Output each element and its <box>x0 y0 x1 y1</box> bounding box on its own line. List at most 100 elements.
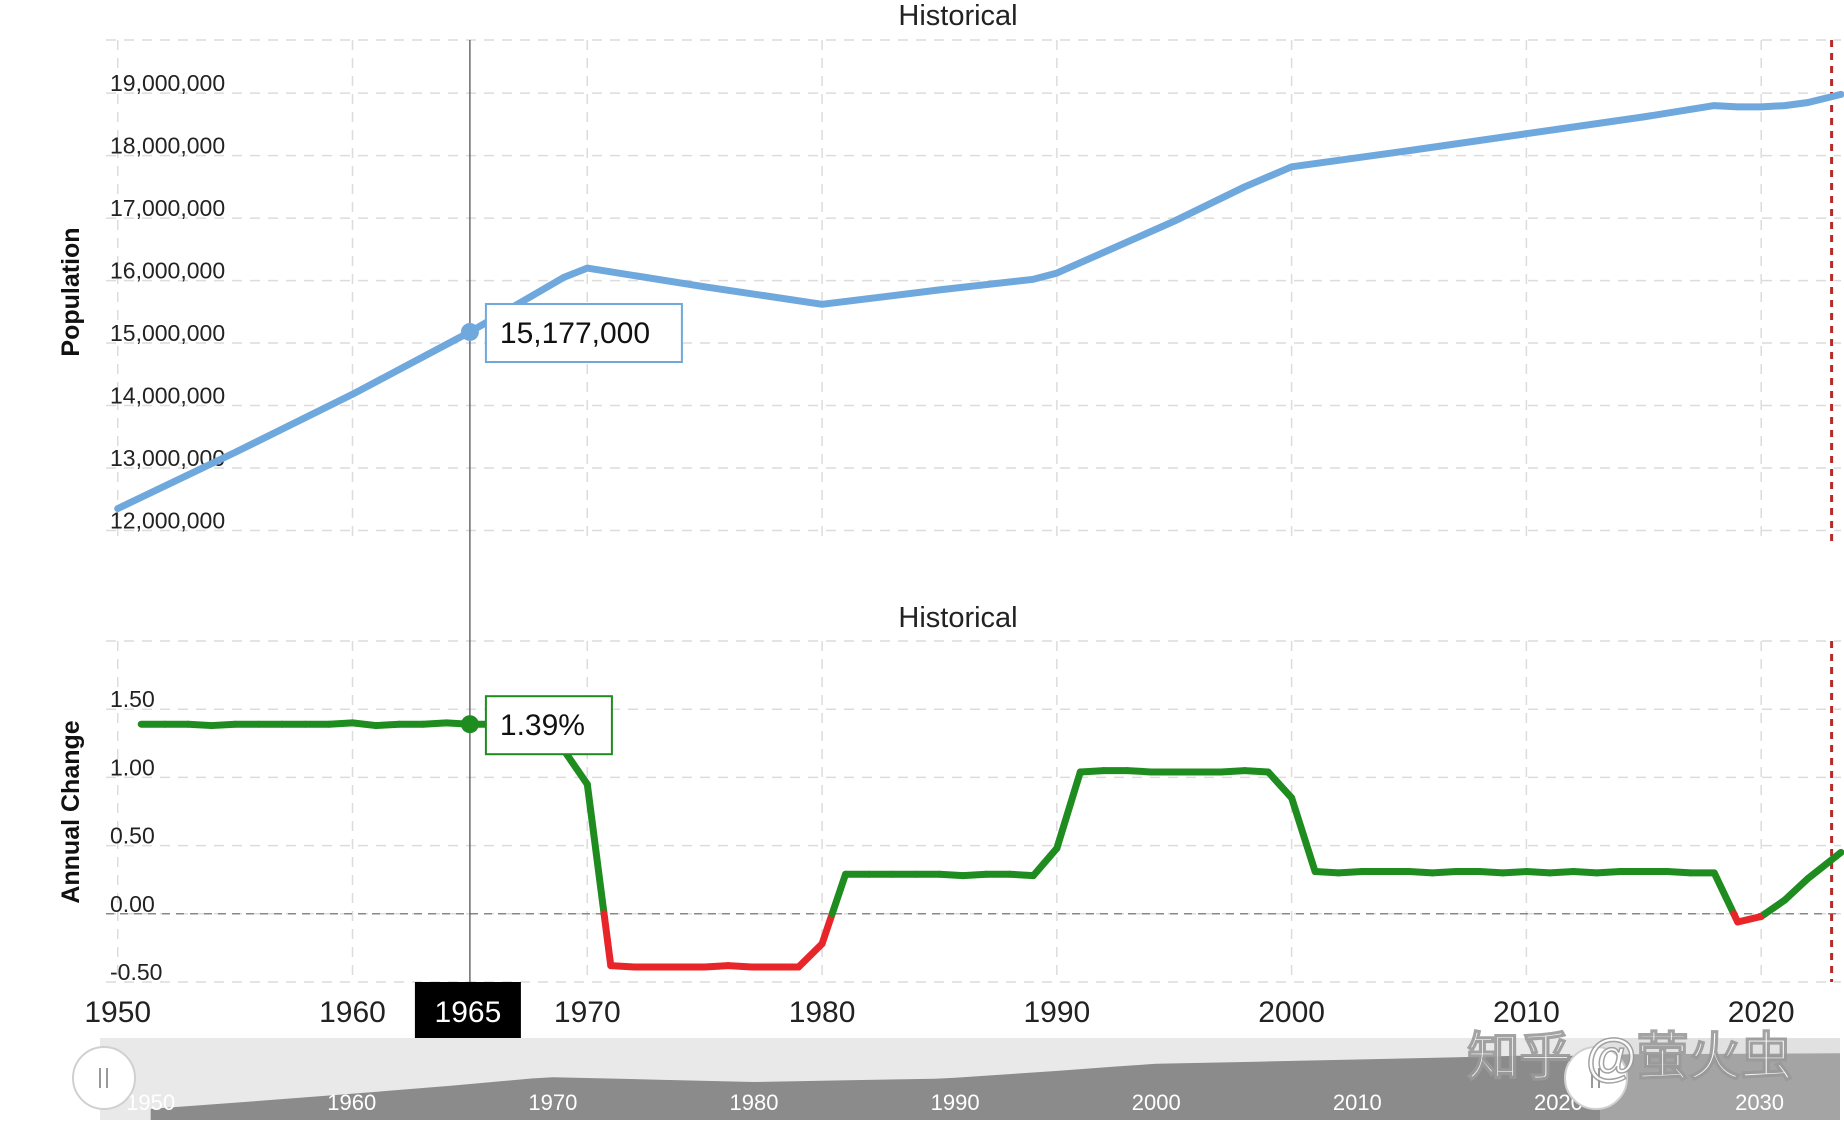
navigator-series-area <box>150 1053 1841 1120</box>
annual-change-y-axis-label: Annual Change <box>57 720 85 903</box>
navigator-tick-label: 1960 <box>327 1090 376 1115</box>
population-data-point <box>821 303 823 305</box>
population-y-tick-label: 18,000,000 <box>110 133 225 159</box>
annual-change-segment-positive <box>1522 868 1554 877</box>
annual-change-segment-negative <box>1734 913 1765 926</box>
annual-change-segment-positive <box>184 720 216 730</box>
annual-change-segment-positive <box>372 720 403 730</box>
grip-lines-icon <box>1591 1068 1600 1088</box>
annual-change-y-tick-label: -0.50 <box>110 959 162 985</box>
population-data-point <box>117 508 119 510</box>
population-data-point <box>1840 93 1842 95</box>
annual-change-segment-positive <box>1781 874 1812 904</box>
x-tick-label: 1950 <box>84 996 151 1029</box>
x-axis-tick-labels: 1950 1960 1970 1980 1990 2000 2010 2020 <box>84 996 1794 1029</box>
population-y-tick-label: 19,000,000 <box>110 70 225 96</box>
annual-change-segment-positive <box>560 746 591 788</box>
population-data-point <box>1056 272 1058 274</box>
annual-change-segment-positive <box>419 719 450 728</box>
population-tooltip: 15,177,000 <box>460 302 683 363</box>
population-data-point <box>1737 106 1739 108</box>
annual-change-segment-negative <box>818 910 836 948</box>
annual-change-segment-positive <box>349 719 380 730</box>
navigator-tick-labels: 1950 1960 1970 1980 1990 2000 2010 2020 2030 <box>126 1090 1784 1115</box>
navigator-left-handle[interactable] <box>72 1046 136 1110</box>
population-data-point <box>1173 220 1175 222</box>
annual-change-segment-positive <box>1006 870 1037 880</box>
population-data-point <box>586 267 588 269</box>
annual-change-segment-positive <box>583 780 608 918</box>
x-crosshair-label-text: 1965 <box>435 996 502 1029</box>
population-y-tick-label: 15,000,000 <box>110 320 225 346</box>
population-title: Historical <box>898 0 1017 32</box>
annual-change-segment-positive <box>1405 868 1436 877</box>
annual-change-segment-positive <box>1241 767 1272 776</box>
navigator-tick-label: 1970 <box>528 1090 577 1115</box>
navigator[interactable]: 1950 1960 1970 1980 1990 2000 2010 2020 2030 <box>72 1038 1841 1120</box>
population-y-tick-label: 17,000,000 <box>110 195 225 221</box>
annual-change-tooltip-value: 1.39% <box>500 709 585 742</box>
annual-change-segment-positive <box>1804 848 1844 882</box>
population-data-point <box>1807 101 1809 103</box>
population-data-point <box>1760 106 1762 108</box>
annual-change-segment-positive <box>828 870 850 918</box>
population-data-point <box>234 451 236 453</box>
annual-change-y-tick-label: 1.50 <box>110 686 155 712</box>
population-data-point <box>1244 186 1246 188</box>
annual-change-segment-positive <box>935 870 967 880</box>
annual-change-segment-negative <box>701 962 732 971</box>
annual-change-tooltip: 1.39% <box>460 695 613 756</box>
population-data-point <box>1408 150 1410 152</box>
annual-change-segment-positive <box>1217 767 1249 776</box>
annual-change-segment-positive <box>1123 767 1155 776</box>
population-tooltip-value: 15,177,000 <box>500 317 650 350</box>
x-crosshair-label: 1965 <box>414 982 521 1040</box>
annual-change-segment-positive <box>1288 794 1319 876</box>
annual-change-segment-positive <box>1663 868 1695 877</box>
population-hover-marker <box>460 322 479 341</box>
population-panel: Historical 12,000,00013,000,00014,000,00… <box>57 0 1844 543</box>
population-tooltip-box <box>484 302 683 363</box>
annual-change-segment-negative <box>600 910 615 970</box>
annual-change-y-tick-label: 1.00 <box>110 754 155 780</box>
population-data-point <box>1525 133 1527 135</box>
population-data-point <box>563 276 565 278</box>
annual-change-segment-negative <box>795 940 826 971</box>
population-y-tick-label: 16,000,000 <box>110 258 225 284</box>
annual-change-y-tick-labels: -0.50 0.00 0.50 1.00 1.50 <box>110 686 162 985</box>
navigator-tick-label: 2030 <box>1735 1090 1784 1115</box>
population-series-line <box>114 90 1844 513</box>
annual-change-segment-positive <box>1076 767 1108 776</box>
population-data-point <box>1713 105 1715 107</box>
annual-change-segment-positive <box>1475 868 1507 877</box>
annual-change-segment-positive <box>959 870 990 880</box>
population-data-points <box>117 93 1842 510</box>
annual-change-panel: Historical -0.50 0.00 0.50 1.00 1.50 Annual … <box>57 602 1844 985</box>
x-tick-label: 1980 <box>789 996 856 1029</box>
navigator-tick-label: 2010 <box>1333 1090 1382 1115</box>
population-y-tick-label: 12,000,000 <box>110 508 225 534</box>
annual-change-segment-positive <box>1569 868 1601 877</box>
population-y-axis-label: Population <box>57 227 85 356</box>
annual-change-segment-positive <box>1264 768 1296 802</box>
annual-change-segment-negative <box>724 962 756 971</box>
population-data-point <box>938 289 940 291</box>
x-tick-label: 2000 <box>1258 996 1325 1029</box>
navigator-tick-label: 1950 <box>126 1090 175 1115</box>
annual-change-segment-positive <box>1335 868 1366 877</box>
annual-change-segment-positive <box>1546 868 1577 877</box>
population-data-point <box>1291 166 1293 168</box>
x-tick-label: 1960 <box>319 996 386 1029</box>
annual-change-y-tick-label: 0.50 <box>110 823 155 849</box>
navigator-right-handle[interactable] <box>1564 1046 1628 1110</box>
x-tick-label: 2020 <box>1728 996 1795 1029</box>
navigator-tick-label: 2000 <box>1132 1090 1181 1115</box>
population-data-point <box>352 393 354 395</box>
annual-change-segment-positive <box>1593 868 1624 877</box>
annual-change-segment-negative <box>607 962 638 971</box>
x-tick-label: 1970 <box>554 996 621 1029</box>
annual-change-tooltip-box <box>484 695 613 756</box>
navigator-outside-range <box>1600 1038 1840 1120</box>
population-data-point <box>1643 116 1645 118</box>
